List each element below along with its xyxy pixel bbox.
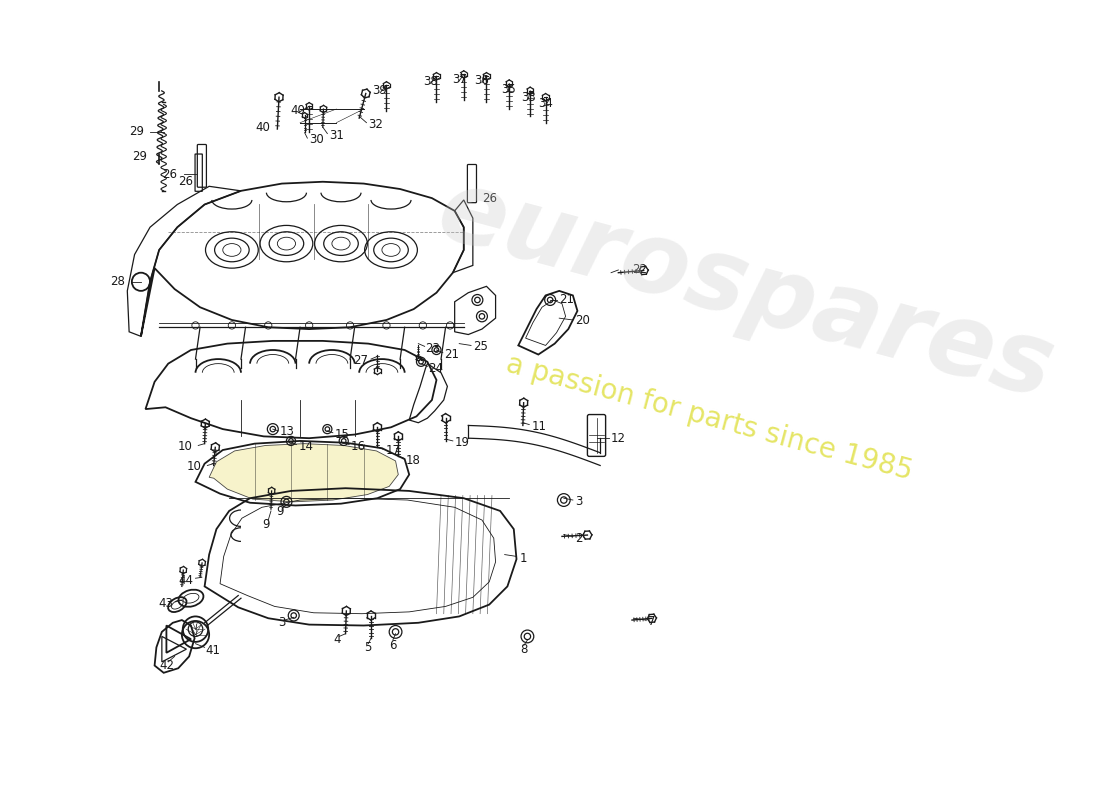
Text: 23: 23 (426, 342, 440, 354)
Text: 9: 9 (276, 506, 284, 518)
Text: 15: 15 (334, 428, 350, 441)
Text: eurospares: eurospares (428, 162, 1064, 419)
Text: 21: 21 (443, 348, 459, 361)
Text: 25: 25 (473, 340, 487, 353)
Text: 21: 21 (559, 294, 574, 306)
Text: 8: 8 (520, 642, 528, 656)
Text: 36: 36 (474, 74, 490, 87)
Text: 41: 41 (206, 643, 220, 657)
Text: 18: 18 (406, 454, 420, 466)
Text: 39: 39 (373, 84, 387, 98)
Polygon shape (209, 444, 398, 502)
Text: 26: 26 (163, 168, 177, 181)
Text: 3: 3 (574, 495, 582, 508)
Text: 38: 38 (422, 75, 438, 88)
Text: 31: 31 (329, 129, 344, 142)
Text: 1: 1 (519, 552, 527, 565)
Text: 24: 24 (428, 362, 443, 374)
Text: 3: 3 (278, 616, 286, 630)
Text: 29: 29 (129, 126, 144, 138)
Text: 34: 34 (538, 97, 553, 110)
Text: 10: 10 (178, 440, 192, 453)
Text: 4: 4 (333, 633, 341, 646)
Text: 19: 19 (454, 436, 470, 450)
Text: 27: 27 (353, 354, 369, 367)
Text: 9: 9 (263, 518, 271, 531)
Text: 42: 42 (158, 659, 174, 672)
Text: a passion for parts since 1985: a passion for parts since 1985 (503, 350, 915, 486)
Text: 11: 11 (532, 420, 547, 433)
Text: 40: 40 (255, 121, 271, 134)
Text: 14: 14 (298, 440, 314, 453)
Text: 5: 5 (364, 641, 372, 654)
Text: 12: 12 (612, 432, 626, 445)
Text: 7: 7 (648, 615, 656, 628)
Text: 16: 16 (351, 440, 366, 453)
Text: 29: 29 (132, 150, 147, 162)
Text: 13: 13 (280, 426, 295, 438)
Text: 10: 10 (187, 460, 202, 473)
Text: 6: 6 (389, 639, 397, 652)
Text: 22: 22 (632, 263, 647, 277)
Text: 30: 30 (309, 134, 323, 146)
Text: 26: 26 (482, 192, 497, 205)
Text: 33: 33 (521, 90, 536, 104)
Text: 20: 20 (575, 314, 591, 327)
Text: 37: 37 (452, 73, 466, 86)
Text: 43: 43 (158, 597, 173, 610)
Text: 2: 2 (575, 532, 583, 545)
Text: 35: 35 (500, 83, 516, 97)
Text: 44: 44 (178, 574, 194, 586)
Text: 28: 28 (111, 275, 125, 288)
Text: 17: 17 (386, 445, 400, 458)
Text: 40: 40 (290, 104, 306, 118)
Text: 32: 32 (368, 118, 383, 131)
Text: 26: 26 (178, 175, 192, 188)
